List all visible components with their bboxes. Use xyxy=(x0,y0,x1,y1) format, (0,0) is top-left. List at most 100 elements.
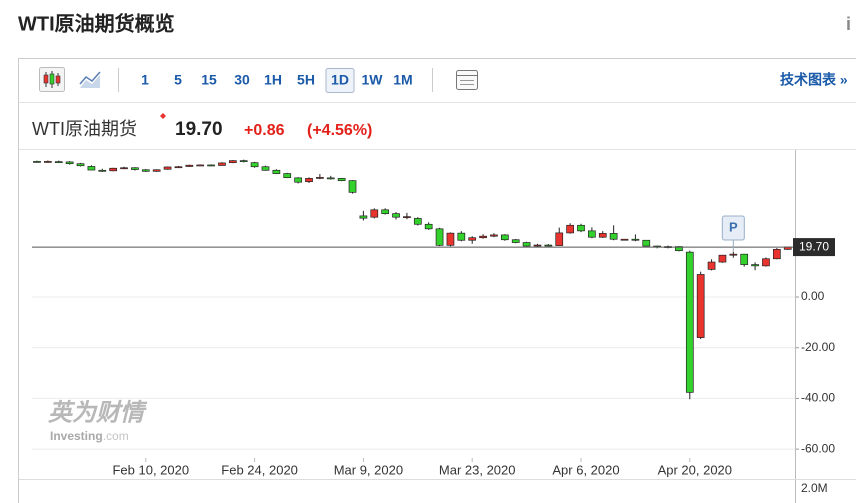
x-tick-label: Feb 24, 2020 xyxy=(221,462,298,477)
interval-button[interactable]: 1W xyxy=(362,72,384,88)
candle-body xyxy=(272,169,281,174)
technical-chart-link[interactable]: 技术图表 » xyxy=(780,72,848,88)
x-tick-label: Apr 6, 2020 xyxy=(552,462,619,477)
candle-body xyxy=(109,167,118,172)
candle-body xyxy=(588,230,596,238)
interval-group: 1 5 15 30 1H 5H 1D 1W 1M xyxy=(141,68,413,93)
candle-body xyxy=(762,258,770,267)
x-tick-label: Feb 10, 2020 xyxy=(112,462,189,477)
candle-body xyxy=(250,162,259,168)
candle-body xyxy=(544,244,553,247)
candle-body xyxy=(120,167,128,170)
candle-body xyxy=(196,164,205,167)
candle-body xyxy=(403,216,411,219)
candle-body xyxy=(609,233,618,240)
area-icon[interactable] xyxy=(79,71,101,88)
chart-frame xyxy=(18,58,856,503)
candle-body xyxy=(348,180,357,193)
candle-body xyxy=(370,209,379,218)
y-tick-label: 0.00 xyxy=(801,289,825,303)
annotation-box[interactable] xyxy=(721,215,745,241)
interval-active xyxy=(325,68,355,93)
candle-body xyxy=(729,253,738,256)
price-change: +0.86 xyxy=(244,122,285,139)
candle-body xyxy=(305,178,313,183)
candle-body xyxy=(316,177,324,179)
candle-body xyxy=(718,254,727,263)
interval-button[interactable]: 5 xyxy=(174,72,182,88)
candle-body xyxy=(675,246,683,251)
candle-body xyxy=(174,166,183,169)
candle-body xyxy=(598,233,607,238)
candle-body xyxy=(294,177,302,183)
interval-button[interactable]: 30 xyxy=(234,72,250,88)
instrument-name: WTI原油期货 xyxy=(32,119,137,139)
interval-button[interactable]: 1H xyxy=(264,72,282,88)
candle-body xyxy=(228,160,237,164)
x-tick-label: Mar 9, 2020 xyxy=(334,462,403,477)
candle-body xyxy=(533,244,542,247)
candle-body xyxy=(696,274,705,338)
candle-body xyxy=(261,166,270,171)
watermark-brand-name: Investing xyxy=(50,429,103,443)
candle-body xyxy=(359,215,368,219)
live-indicator xyxy=(160,113,166,119)
candle-body xyxy=(44,161,52,163)
table-icon[interactable] xyxy=(456,70,478,90)
candle-icon[interactable] xyxy=(39,67,65,92)
candle-body xyxy=(631,238,640,241)
candle-body xyxy=(392,213,400,218)
x-tick-label: Mar 23, 2020 xyxy=(439,462,516,477)
candle-body xyxy=(751,264,759,267)
candle-body xyxy=(500,234,509,241)
watermark-brand: Investing.com xyxy=(50,429,129,443)
x-tick-label: Apr 20, 2020 xyxy=(658,462,732,477)
candle-body xyxy=(152,169,161,172)
candle-body xyxy=(642,239,651,247)
info-icon[interactable]: i xyxy=(846,14,851,34)
candle-body xyxy=(283,173,292,178)
candle-body xyxy=(218,162,226,166)
candle-body xyxy=(239,160,248,163)
interval-button[interactable]: 5H xyxy=(297,72,315,88)
last-price: 19.70 xyxy=(175,119,223,140)
interval-button[interactable]: 1D xyxy=(331,72,349,88)
candle-body xyxy=(326,177,335,180)
candle-body xyxy=(522,242,531,247)
interval-button[interactable]: 1 xyxy=(141,72,149,88)
candle-body xyxy=(577,224,585,232)
last-price-tag-label: 19.70 xyxy=(799,239,829,253)
candle-body xyxy=(490,234,498,237)
watermark-suffix: .com xyxy=(103,429,129,443)
page-title: WTI原油期货概览 xyxy=(18,11,175,35)
candle-body xyxy=(555,232,564,246)
candle-body xyxy=(566,224,574,234)
y-tick-label: -60.00 xyxy=(801,441,835,455)
y-tick-label: -20.00 xyxy=(801,340,835,354)
candle-body xyxy=(740,253,749,265)
volume-axis-label: 2.0M xyxy=(801,481,828,495)
candle-body xyxy=(33,161,41,163)
candle-body xyxy=(76,163,85,167)
candle-body xyxy=(131,167,139,170)
candle-body xyxy=(87,166,96,171)
interval-button[interactable]: 15 xyxy=(201,72,217,88)
candle-body xyxy=(685,251,694,393)
annotation-label: P xyxy=(729,219,738,234)
candle-body xyxy=(424,223,433,230)
y-tick-label: -40.00 xyxy=(801,391,835,405)
candle-body xyxy=(337,178,346,182)
candle-body xyxy=(413,218,422,225)
candle-body xyxy=(381,209,390,214)
candle-body xyxy=(207,164,215,167)
candle-body xyxy=(54,161,63,164)
candle-body xyxy=(65,161,74,165)
price-change-pct: (+4.56%) xyxy=(307,122,372,139)
candle-body xyxy=(511,239,520,243)
interval-button[interactable]: 1M xyxy=(393,72,412,88)
candle-body xyxy=(163,166,172,170)
candle-body xyxy=(479,235,487,239)
candle-body xyxy=(707,261,716,270)
